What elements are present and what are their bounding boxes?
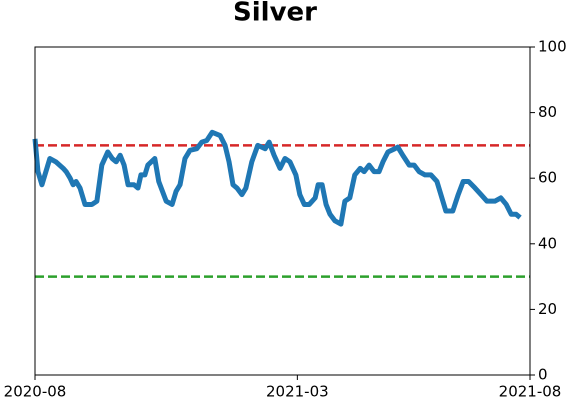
chart-title: Silver [233,0,317,28]
x-tick-label: 2021-03 [266,383,329,401]
y-tick-label: 20 [538,300,557,318]
y-tick-label: 100 [538,38,567,56]
x-tick-label: 2021-08 [499,383,562,401]
x-tick-label: 2020-08 [4,383,67,401]
y-tick-label: 80 [538,103,557,121]
y-tick-label: 0 [538,366,548,384]
y-tick-label: 60 [538,169,557,187]
plot-frame [34,46,531,376]
y-tick-label: 40 [538,234,557,252]
series-line [32,129,522,227]
